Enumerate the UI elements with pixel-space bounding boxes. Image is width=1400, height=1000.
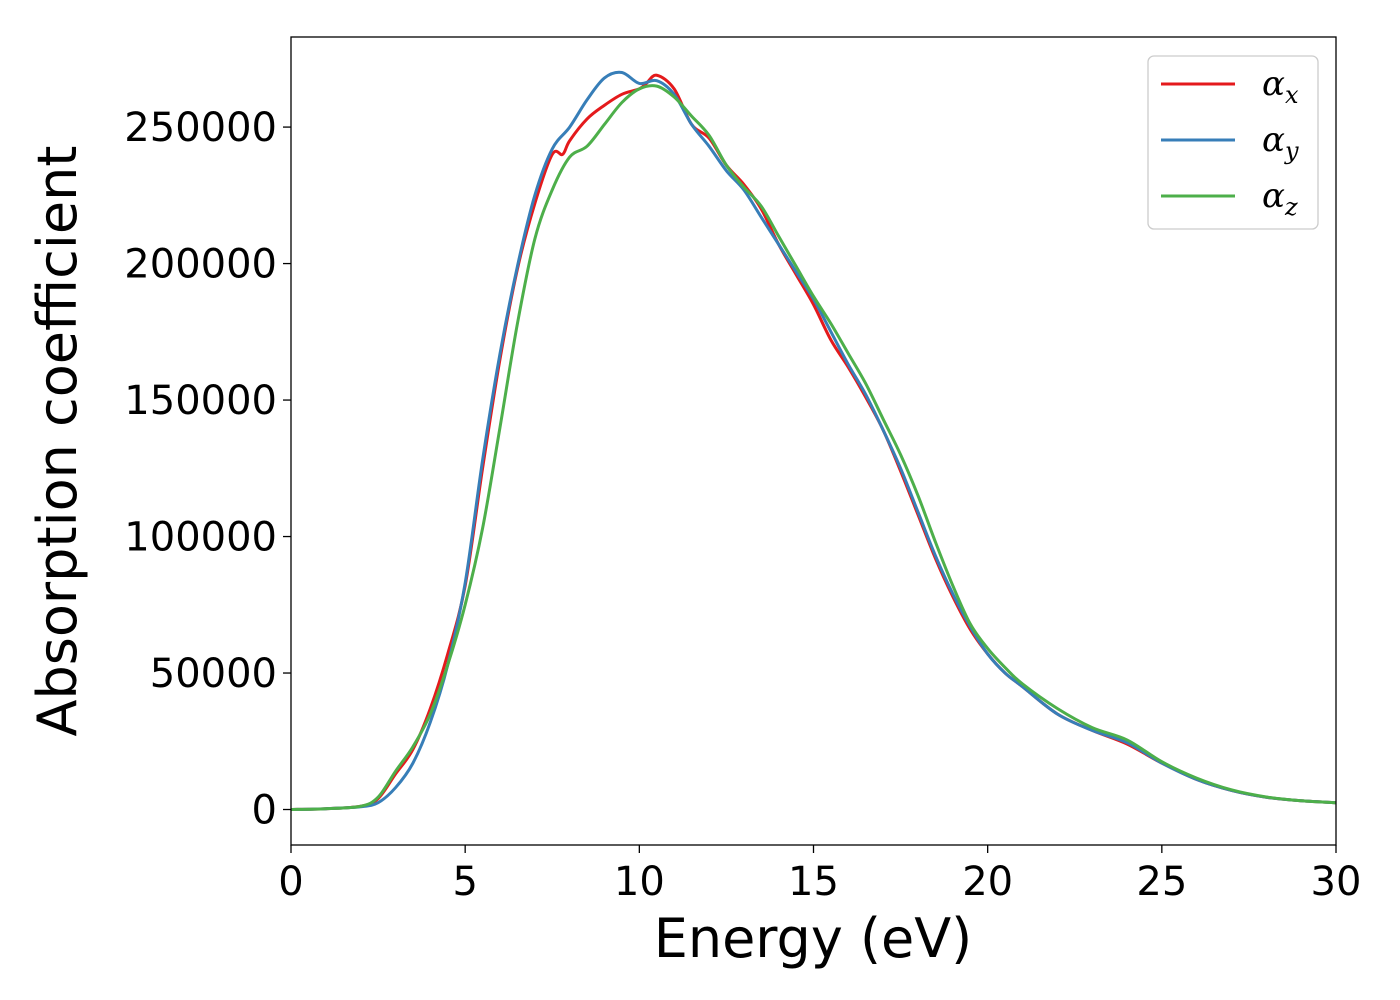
x-axis-title: Energy (eV) <box>654 907 973 970</box>
y-tick-label: 50000 <box>150 651 277 697</box>
y-axis-title: Absorption coefficient <box>26 146 89 737</box>
x-tick-label: 25 <box>1136 859 1187 905</box>
series-line-alpha-y <box>291 70 1336 812</box>
y-tick-label: 100000 <box>124 515 277 561</box>
x-tick-label: 15 <box>788 859 839 905</box>
legend-label-alpha-y: αy <box>1262 120 1299 165</box>
y-tick-label: 200000 <box>124 242 277 288</box>
legend-label-alpha-z: αz <box>1262 176 1298 221</box>
x-tick-label: 20 <box>962 859 1013 905</box>
y-tick-label: 250000 <box>124 105 277 151</box>
axes: 0 5 10 15 20 25 30 0 50000 100000 150000 200000 2500… <box>124 36 1362 905</box>
plot-area <box>291 70 1336 812</box>
legend: αx αy αz <box>1147 55 1319 230</box>
series-line-alpha-z <box>291 84 1336 812</box>
x-tick-label: 10 <box>614 859 665 905</box>
y-tick-label: 150000 <box>124 378 277 424</box>
y-tick-label: 0 <box>252 788 277 834</box>
x-tick-label: 0 <box>278 859 303 905</box>
legend-box <box>1147 55 1319 230</box>
legend-label-alpha-x: αx <box>1262 64 1299 109</box>
x-tick-label: 5 <box>452 859 477 905</box>
x-tick-label: 30 <box>1311 859 1362 905</box>
